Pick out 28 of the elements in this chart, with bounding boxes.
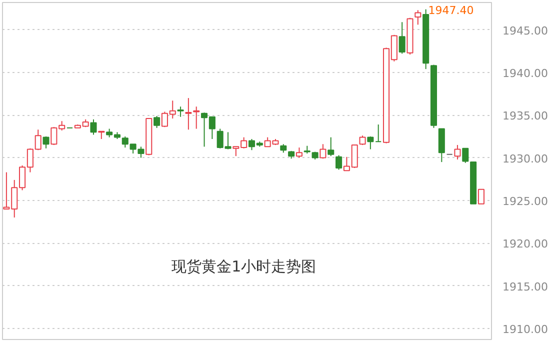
y-tick-label: 1920.00: [502, 238, 548, 251]
candlestick: [154, 115, 160, 128]
y-tick-label: 1935.00: [502, 110, 548, 123]
candlestick: [185, 98, 192, 130]
y-tick-label: 1940.00: [502, 66, 548, 80]
candlestick: [42, 136, 50, 149]
y-tick-label: 1910.00: [502, 322, 548, 336]
candlestick: [320, 144, 326, 160]
candlestick: [296, 147, 302, 158]
candlestick: [375, 124, 382, 142]
candlestick: [367, 136, 374, 150]
candlestick: [414, 10, 422, 26]
y-tick-label: 1945.00: [502, 24, 548, 38]
candlestick: [90, 118, 97, 136]
candlestick: [454, 144, 461, 160]
y-tick-label: 1930.00: [502, 152, 548, 166]
candlestick: [478, 188, 484, 204]
annotation: 1947.40: [428, 4, 474, 17]
text: 现货黄金1小时走势图: [172, 257, 316, 276]
y-tick-label: 1915.00: [502, 280, 548, 294]
candlestick: [462, 148, 469, 164]
candlestick: [177, 106, 184, 118]
candlestick: [438, 128, 445, 163]
candlestick: [359, 135, 366, 146]
y-tick-label: 1925.00: [502, 194, 548, 208]
candlestick: [398, 22, 406, 54]
candlestick: [328, 136, 334, 157]
candlestick: [336, 154, 342, 170]
